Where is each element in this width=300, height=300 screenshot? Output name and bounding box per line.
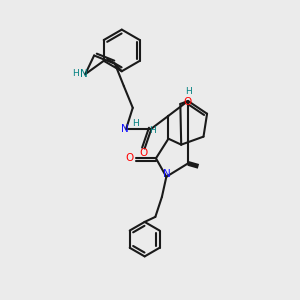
Text: O: O: [184, 98, 192, 107]
Text: H: H: [132, 119, 139, 128]
Text: H: H: [150, 127, 156, 136]
Text: N: N: [122, 124, 129, 134]
Text: N: N: [163, 169, 171, 179]
Text: H: H: [185, 87, 192, 96]
Text: H: H: [72, 69, 79, 78]
Text: N: N: [80, 69, 88, 79]
Text: O: O: [139, 148, 147, 158]
Text: O: O: [125, 153, 133, 163]
